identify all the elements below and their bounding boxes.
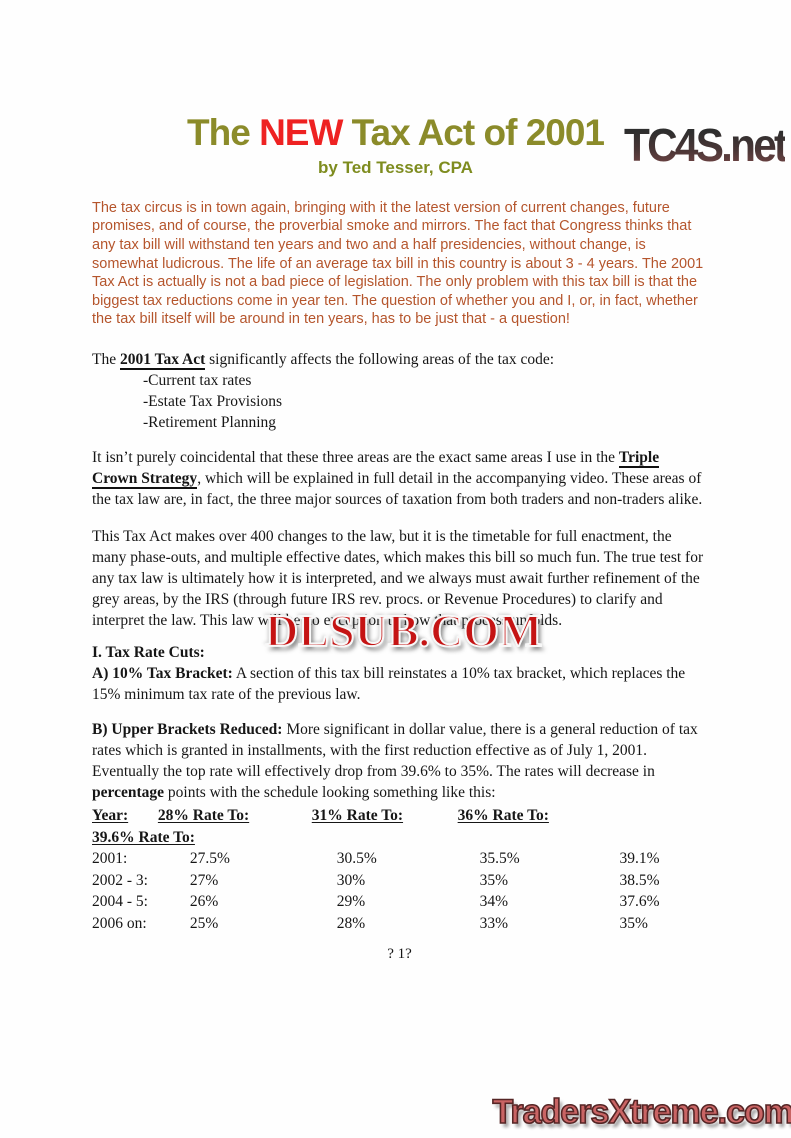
rate-table-cell: 29% [312,891,454,913]
rate-table-cell: 33% [458,913,601,935]
table-row: 2006 on: 25% 28% 33% 35% [92,913,707,935]
bracket10-paragraph: A) 10% Tax Bracket: A section of this ta… [92,663,707,705]
rate-table-header-36: 36% Rate To: [458,805,601,827]
rate-table-cell: 27.5% [158,848,308,870]
rate-table-cell: 2002 - 3: [92,870,154,892]
rate-table-cell: 30.5% [312,848,454,870]
rate-table-header-31: 31% Rate To: [312,805,454,827]
rate-table-header-year: Year: [92,805,154,827]
title-post: Tax Act of 2001 [342,112,604,153]
title-pre: The [187,112,259,153]
list-item: -Current tax rates [92,370,707,391]
rate-table-cell: 35% [605,913,648,935]
rate-table-header-row: Year: 28% Rate To: 31% Rate To: 36% Rate… [92,805,707,848]
tax-act-emphasis: 2001 Tax Act [120,351,205,370]
upper-brackets-text2: points with the schedule looking somethi… [164,784,496,801]
table-row: 2001: 27.5% 30.5% 35.5% 39.1% [92,848,707,870]
rate-table-header-28: 28% Rate To: [158,805,308,827]
upper-brackets-paragraph: B) Upper Brackets Reduced: More signific… [92,719,707,803]
table-row: 2002 - 3: 27% 30% 35% 38.5% [92,870,707,892]
list-item: -Retirement Planning [92,412,707,433]
rate-table-cell: 2001: [92,848,154,870]
document-body: The tax circus is in town again, bringin… [0,199,791,963]
upper-brackets-label: B) Upper Brackets Reduced: [92,721,282,738]
list-item: -Estate Tax Provisions [92,391,707,412]
rate-table-cell: 35% [458,870,601,892]
bracket10-label: A) 10% Tax Bracket: [92,665,233,682]
percentage-emphasis: percentage [92,784,164,801]
rate-table-cell: 38.5% [605,870,660,892]
rate-table-cell: 37.6% [605,891,660,913]
rate-table-cell: 39.1% [605,848,660,870]
rate-table-cell: 34% [458,891,601,913]
rate-table-cell: 26% [158,891,308,913]
rate-table-cell: 35.5% [458,848,601,870]
tradersxtreme-logo: TradersXtreme.com [493,1093,791,1132]
affects-paragraph: The 2001 Tax Act significantly affects t… [92,349,707,433]
affects-post: significantly affects the following area… [205,351,554,368]
dlsub-watermark: DLSUB.COM [265,604,542,657]
rate-table-cell: 25% [158,913,308,935]
page-number: ? 1? [92,946,707,963]
title-new-highlight: NEW [259,112,342,153]
intro-paragraph: The tax circus is in town again, bringin… [92,199,707,329]
coincidental-paragraph: It isn’t purely coincidental that these … [92,447,707,510]
coincidental-pre: It isn’t purely coincidental that these … [92,449,619,466]
rate-table-cell: 2006 on: [92,913,154,935]
rate-table: Year: 28% Rate To: 31% Rate To: 36% Rate… [92,805,707,934]
rate-table-cell: 27% [158,870,308,892]
rate-table-cell: 2004 - 5: [92,891,154,913]
tc4s-logo: TC4S.net [624,118,785,172]
table-row: 2004 - 5: 26% 29% 34% 37.6% [92,891,707,913]
rate-table-cell: 30% [312,870,454,892]
affects-pre: The [92,351,120,368]
rate-table-cell: 28% [312,913,454,935]
rate-table-header-396: 39.6% Rate To: [92,827,195,849]
